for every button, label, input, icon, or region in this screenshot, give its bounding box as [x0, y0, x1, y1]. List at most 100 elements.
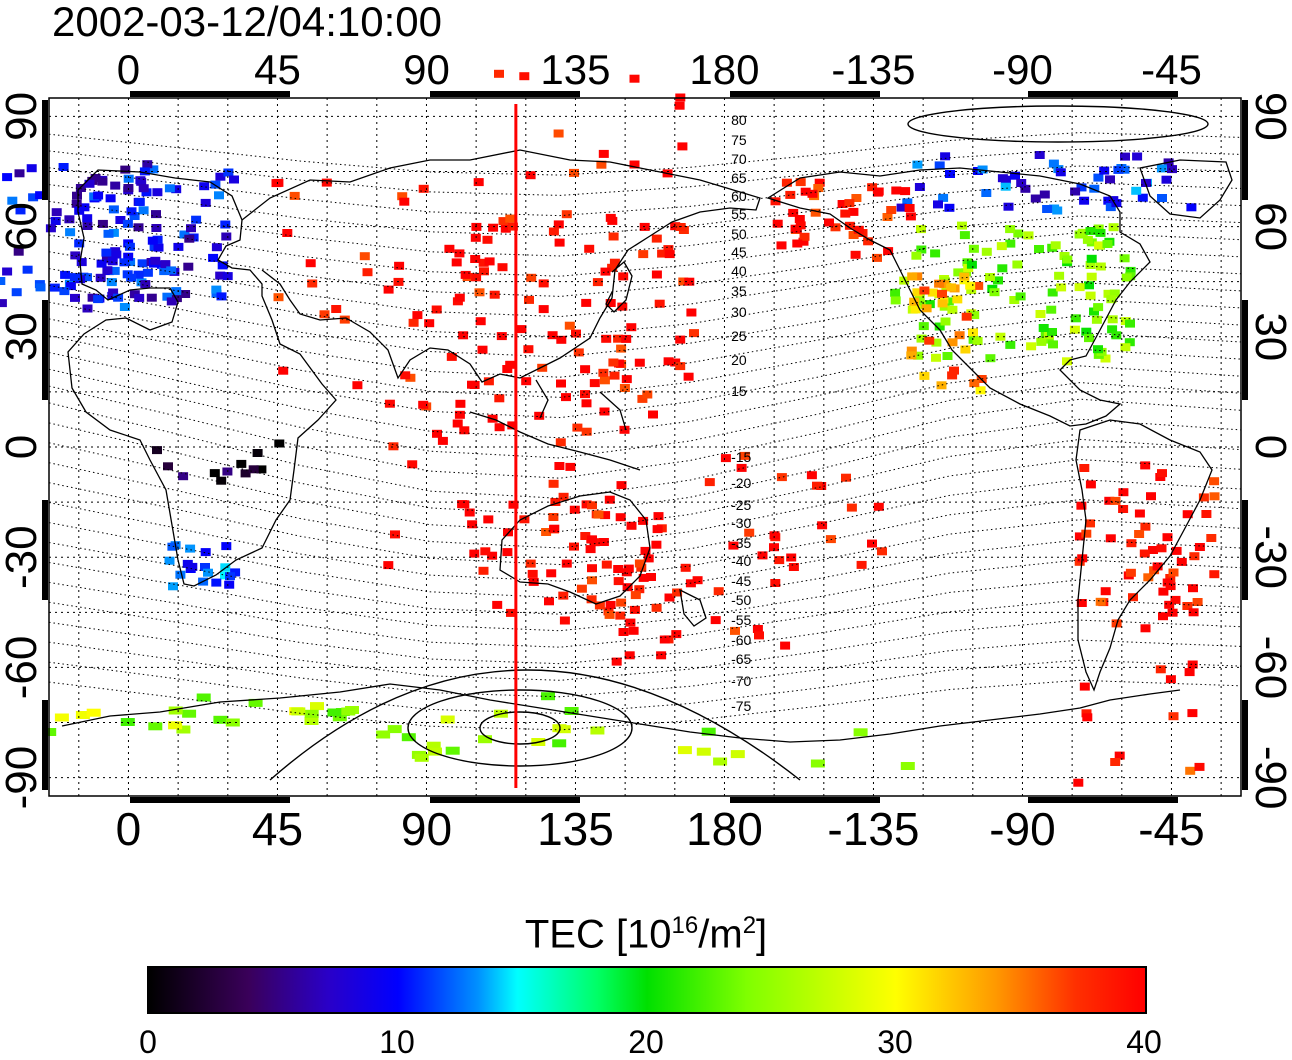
- tec-sample: [1120, 152, 1130, 161]
- magnetic-latitude-line: [48, 639, 1242, 698]
- tec-sample: [959, 272, 970, 281]
- tec-sample: [1105, 534, 1116, 543]
- tec-sample: [1089, 184, 1100, 193]
- tec-sample: [904, 204, 915, 212]
- tec-sample: [113, 293, 124, 302]
- tec-sample: [1125, 266, 1136, 275]
- tec-sample: [479, 267, 489, 276]
- tec-sample: [630, 591, 641, 600]
- lon-tick-label-top: 45: [254, 46, 301, 93]
- tec-sample: [152, 188, 163, 197]
- tec-sample: [407, 460, 418, 469]
- tec-sample: [224, 580, 235, 589]
- tec-sample: [556, 725, 571, 734]
- tec-sample: [1034, 245, 1044, 253]
- tec-sample: [629, 160, 640, 169]
- magnetic-latitude-line: [48, 282, 1242, 358]
- tec-sample: [1100, 354, 1111, 363]
- tec-sample: [677, 142, 688, 151]
- tec-sample: [559, 616, 570, 625]
- magnetic-latitude-contours: [48, 132, 1242, 731]
- tec-sample: [168, 706, 183, 715]
- tec-sample: [556, 335, 567, 344]
- tec-sample: [236, 459, 247, 468]
- tec-sample: [924, 300, 935, 309]
- tec-sample: [1157, 194, 1167, 202]
- tec-sample: [431, 305, 442, 314]
- tec-sample: [906, 351, 917, 360]
- tec-sample: [469, 549, 480, 558]
- tec-sample: [115, 216, 126, 224]
- coast-indonesia: [469, 379, 641, 471]
- tec-sample: [1085, 291, 1096, 300]
- frame-ticks: [42, 91, 1248, 803]
- tec-sample: [412, 311, 423, 320]
- tec-sample: [14, 169, 25, 178]
- tec-sample: [1206, 534, 1217, 542]
- frame-bar-left: [42, 300, 48, 400]
- tec-sample: [487, 551, 498, 560]
- tec-sample: [564, 707, 579, 715]
- tec-sample: [546, 569, 557, 578]
- coast-europe-africa: [67, 169, 337, 587]
- tec-sample: [548, 227, 559, 236]
- tec-sample: [642, 390, 653, 399]
- tec-sample: [203, 568, 213, 577]
- colorbar-title: TEC [1016/m2]: [524, 912, 768, 957]
- lat-tick-label-right: -60: [1246, 636, 1292, 700]
- tec-sample: [457, 500, 468, 509]
- tec-sample: [362, 268, 373, 277]
- tec-sample: [480, 547, 491, 556]
- tec-sample: [736, 463, 747, 472]
- tec-sample: [628, 626, 639, 635]
- tec-sample: [1209, 477, 1220, 486]
- lat-tick-label-left: 0: [0, 435, 46, 459]
- tec-sample: [937, 299, 948, 308]
- tec-sample: [851, 194, 862, 202]
- tec-sample: [900, 187, 911, 196]
- tec-sample: [1009, 296, 1020, 304]
- tec-sample: [918, 322, 929, 331]
- tec-sample: [944, 203, 955, 212]
- tec-sample: [278, 366, 289, 375]
- coast-japan: [605, 261, 633, 313]
- tec-sample: [997, 264, 1008, 273]
- tec-sample: [710, 616, 721, 625]
- tec-sample: [1110, 758, 1121, 766]
- tec-sample: [664, 250, 675, 259]
- tec-sample: [437, 436, 448, 445]
- tec-sample: [1161, 175, 1172, 184]
- tec-sample: [924, 336, 935, 345]
- tec-sample: [772, 219, 783, 228]
- magnetic-latitude-line: [48, 265, 1242, 338]
- tec-sample: [618, 628, 629, 636]
- tec-sample: [936, 381, 947, 390]
- tec-sample: [824, 218, 834, 227]
- tec-sample: [947, 305, 958, 314]
- tec-sample: [1073, 778, 1084, 787]
- tec-sample: [915, 300, 926, 309]
- coast-new-zealand: [679, 588, 707, 627]
- tec-sample: [537, 363, 548, 372]
- tec-sample: [663, 357, 674, 366]
- tec-sample: [273, 178, 284, 187]
- magnetic-latitude-label: 55: [731, 206, 747, 222]
- tec-sample: [1185, 766, 1196, 775]
- tec-sample: [580, 365, 591, 374]
- frame-bar-bottom: [730, 797, 880, 803]
- tec-sample: [752, 625, 763, 633]
- tec-sample: [1085, 480, 1096, 489]
- tec-sample: [1125, 319, 1135, 328]
- tec-sample: [985, 273, 995, 281]
- tec-sample: [609, 371, 620, 380]
- tec-sample: [464, 508, 475, 517]
- tec-sample: [621, 568, 632, 577]
- tec-sample: [890, 296, 901, 305]
- tec-sample: [1118, 505, 1129, 513]
- tec-sample: [680, 563, 691, 572]
- tec-sample: [981, 247, 992, 256]
- tec-sample: [945, 170, 955, 178]
- tec-sample: [1093, 345, 1103, 354]
- lon-tick-label-bottom: 180: [686, 803, 763, 855]
- tec-sample: [147, 236, 158, 245]
